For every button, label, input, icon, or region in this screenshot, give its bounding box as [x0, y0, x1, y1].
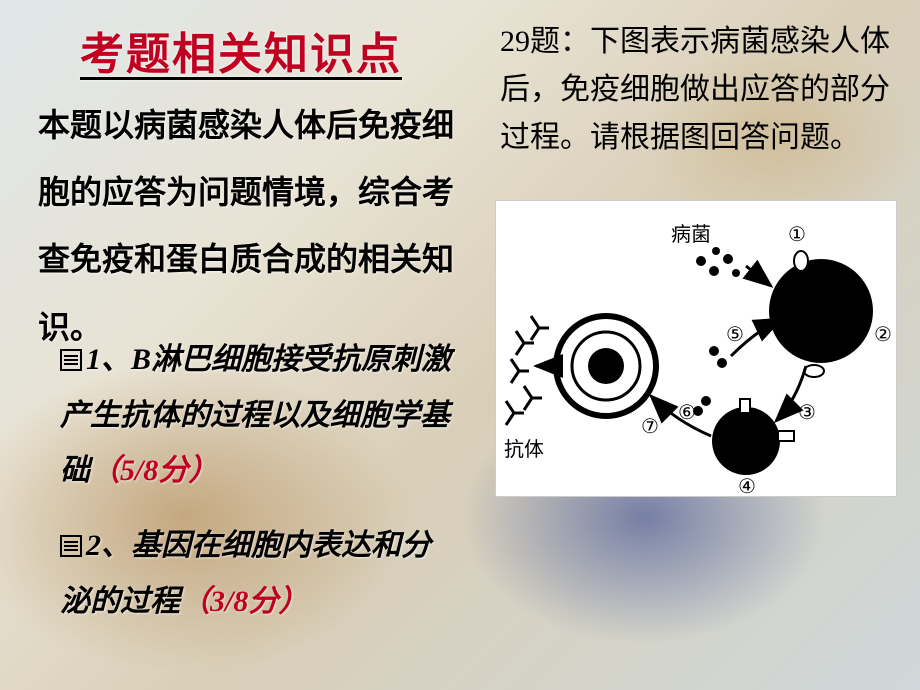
svg-text:⑦: ⑦	[641, 416, 659, 438]
diagram-box: 病菌 抗体 ① ② ③ ④ ⑤ ⑥ ⑦	[495, 200, 897, 497]
svg-text:⑤: ⑤	[726, 324, 744, 346]
antibody-icons	[506, 316, 549, 425]
point-2-score: （3/8分）	[180, 585, 308, 618]
slide: 考题相关知识点 本题以病菌感染人体后免疫细胞的应答为问题情境，综合考查免疫和蛋白…	[0, 0, 920, 690]
point-1: 1、B淋巴细胞接受抗原刺激产生抗体的过程以及细胞学基础（5/8分）	[60, 332, 460, 499]
svg-text:①: ①	[788, 224, 806, 246]
svg-text:④: ④	[738, 476, 756, 496]
pathogen-dots	[696, 247, 740, 277]
immune-diagram: 病菌 抗体 ① ② ③ ④ ⑤ ⑥ ⑦	[496, 201, 896, 496]
intro-paragraph: 本题以病菌感染人体后免疫细胞的应答为问题情境，综合考查免疫和蛋白质合成的相关知识…	[38, 92, 468, 361]
svg-text:抗体: 抗体	[504, 438, 544, 461]
svg-text:⑥: ⑥	[678, 402, 696, 424]
point-1-score: （5/8分）	[90, 454, 218, 487]
svg-text:③: ③	[798, 402, 816, 424]
svg-text:②: ②	[874, 324, 892, 346]
point-2-num: 2、	[86, 529, 131, 562]
page-title: 考题相关知识点	[80, 18, 402, 82]
title-text: 考题相关知识点	[80, 30, 402, 79]
list-bullet-icon	[60, 535, 82, 557]
svg-text:病菌: 病菌	[671, 223, 711, 246]
point-2: 2、基因在细胞内表达和分泌的过程（3/8分）	[60, 518, 460, 629]
point-1-num: 1、	[86, 343, 131, 376]
list-bullet-icon	[60, 349, 82, 371]
question-text: 29题：下图表示病菌感染人体后，免疫细胞做出应答的部分过程。请根据图回答问题。	[500, 18, 900, 162]
